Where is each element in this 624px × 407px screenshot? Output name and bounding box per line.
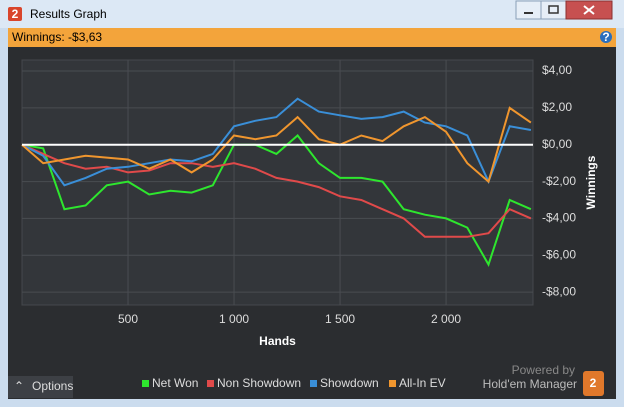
- brand-logo-mark: 2: [590, 376, 597, 390]
- series-line: [21, 134, 532, 267]
- y-axis-label: Winnings: [584, 155, 598, 209]
- y-tick-label: $0,00: [542, 137, 572, 151]
- app-icon: [8, 7, 22, 21]
- y-tick-label: -$8,00: [542, 284, 576, 298]
- series-line: [21, 106, 532, 184]
- legend-swatch: [207, 380, 214, 387]
- x-tick-label: 1 000: [219, 312, 249, 326]
- x-tick-label: 1 500: [325, 312, 355, 326]
- legend-label: Non Showdown: [217, 376, 301, 390]
- y-tick-label: $4,00: [542, 63, 572, 77]
- help-icon: ?: [602, 30, 609, 44]
- app-icon-mark: 2: [12, 7, 19, 21]
- legend-swatch: [142, 380, 149, 387]
- y-tick-label: $2,00: [542, 100, 572, 114]
- y-tick-label: -$2,00: [542, 174, 576, 188]
- options-caret: ⌃: [14, 379, 24, 393]
- legend-label: Net Won: [152, 376, 198, 390]
- legend-label: Showdown: [320, 376, 379, 390]
- help-button[interactable]: [600, 31, 612, 43]
- options-button[interactable]: [8, 376, 73, 398]
- window-title: Results Graph: [30, 7, 107, 21]
- brand: Hold'em Manager: [483, 377, 577, 391]
- maximize-button[interactable]: [540, 0, 567, 20]
- close-icon: [583, 5, 595, 15]
- powered-by: Powered by: [512, 363, 575, 377]
- plot-area: [21, 59, 534, 306]
- maximize-icon: [548, 5, 559, 14]
- plot: $4,00 $2,00 $0,00 -$2,00 -$4,00 -$6,00 -$8,00 5…: [21, 59, 598, 390]
- brand-logo: [583, 371, 604, 396]
- y-tick-label: -$6,00: [542, 247, 576, 261]
- minimize-button[interactable]: [515, 0, 542, 20]
- x-tick-label: 2 000: [431, 312, 461, 326]
- x-tick-label: 500: [118, 312, 138, 326]
- summary-text: Winnings: -$3,63: [12, 30, 102, 44]
- series-line: [21, 97, 532, 187]
- options-label: Options: [32, 379, 73, 393]
- legend-label: All-In EV: [399, 376, 446, 390]
- legend-swatch: [310, 380, 317, 387]
- legend-swatch: [389, 380, 396, 387]
- summary-bar: [8, 28, 616, 47]
- x-axis-label: Hands: [259, 334, 296, 348]
- series-line: [21, 143, 532, 238]
- y-tick-label: -$4,00: [542, 211, 576, 225]
